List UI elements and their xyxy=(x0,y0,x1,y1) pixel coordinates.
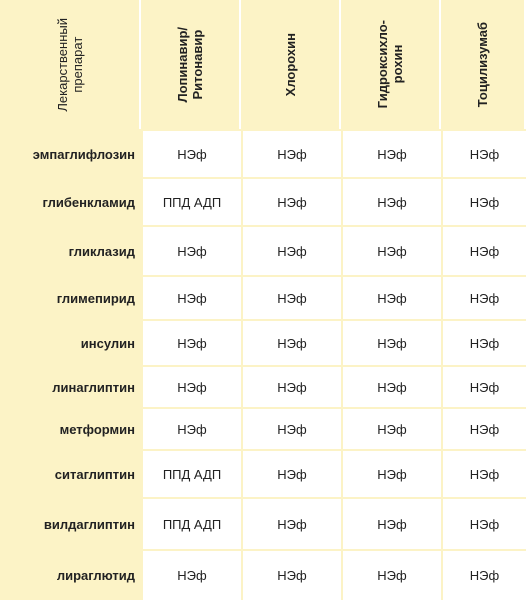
table-cell: НЭф xyxy=(141,275,241,319)
table-cell: НЭф xyxy=(441,225,526,275)
table-cell: НЭф xyxy=(441,275,526,319)
table-row-drug: глибенкламид xyxy=(0,177,141,225)
table-cell: НЭф xyxy=(341,497,441,549)
table-cell: НЭф xyxy=(141,549,241,600)
table-cell: НЭф xyxy=(141,129,241,177)
table-row-drug: инсулин xyxy=(0,319,141,365)
table-row-drug: глимепирид xyxy=(0,275,141,319)
table-row-drug: эмпаглифлозин xyxy=(0,129,141,177)
table-cell: НЭф xyxy=(441,449,526,497)
header-drug-label: Лекарственный препарат xyxy=(54,17,85,112)
header-chloroquine-label: Хлорохин xyxy=(282,32,298,97)
table-cell: ППД АДП xyxy=(141,177,241,225)
table-cell: НЭф xyxy=(341,407,441,449)
table-cell: НЭф xyxy=(341,549,441,600)
table-cell: ППД АДП xyxy=(141,497,241,549)
table-row-drug: гликлазид xyxy=(0,225,141,275)
table-cell: НЭф xyxy=(241,497,341,549)
table-cell: НЭф xyxy=(341,177,441,225)
table-cell: НЭф xyxy=(141,225,241,275)
table-cell: НЭф xyxy=(241,129,341,177)
header-chloroquine: Хлорохин xyxy=(241,0,341,129)
header-hydroxychloroquine: Гидроксихло- рохин xyxy=(341,0,441,129)
table-cell: НЭф xyxy=(241,449,341,497)
header-lopinavir-label: Лопинавир/ Ритонавир xyxy=(175,26,205,103)
table-row-drug: ситаглиптин xyxy=(0,449,141,497)
table-row-drug: линаглиптин xyxy=(0,365,141,407)
table-cell: НЭф xyxy=(241,365,341,407)
table-cell: НЭф xyxy=(441,497,526,549)
table-cell: НЭф xyxy=(441,407,526,449)
table-cell: НЭф xyxy=(441,549,526,600)
table-cell: НЭф xyxy=(241,407,341,449)
table-cell: НЭф xyxy=(341,365,441,407)
header-lopinavir: Лопинавир/ Ритонавир xyxy=(141,0,241,129)
table-cell: НЭф xyxy=(341,449,441,497)
table-cell: НЭф xyxy=(241,177,341,225)
header-tocilizumab-label: Тоцилизумаб xyxy=(475,21,490,108)
table-row-drug: вилдаглиптин xyxy=(0,497,141,549)
table-cell: НЭф xyxy=(241,319,341,365)
table-cell: ППД АДП xyxy=(141,449,241,497)
table-cell: НЭф xyxy=(241,549,341,600)
table-cell: НЭф xyxy=(441,177,526,225)
table-body: эмпаглифлозин НЭф НЭф НЭф НЭф глибенкламид ППД… xyxy=(0,129,526,600)
header-tocilizumab: Тоцилизумаб xyxy=(441,0,526,129)
table-cell: НЭф xyxy=(341,319,441,365)
header-hydroxychloroquine-label: Гидроксихло- рохин xyxy=(375,20,405,109)
table-cell: НЭф xyxy=(141,407,241,449)
table-cell: НЭф xyxy=(141,365,241,407)
table-row-drug: метформин xyxy=(0,407,141,449)
table-row-drug: лираглютид xyxy=(0,549,141,600)
table-cell: НЭф xyxy=(241,275,341,319)
table-cell: НЭф xyxy=(441,319,526,365)
table-cell: НЭф xyxy=(441,129,526,177)
table-cell: НЭф xyxy=(341,275,441,319)
table-cell: НЭф xyxy=(341,225,441,275)
table-cell: НЭф xyxy=(241,225,341,275)
header-drug: Лекарственный препарат xyxy=(0,0,141,129)
table-cell: НЭф xyxy=(441,365,526,407)
table-cell: НЭф xyxy=(341,129,441,177)
table-cell: НЭф xyxy=(141,319,241,365)
